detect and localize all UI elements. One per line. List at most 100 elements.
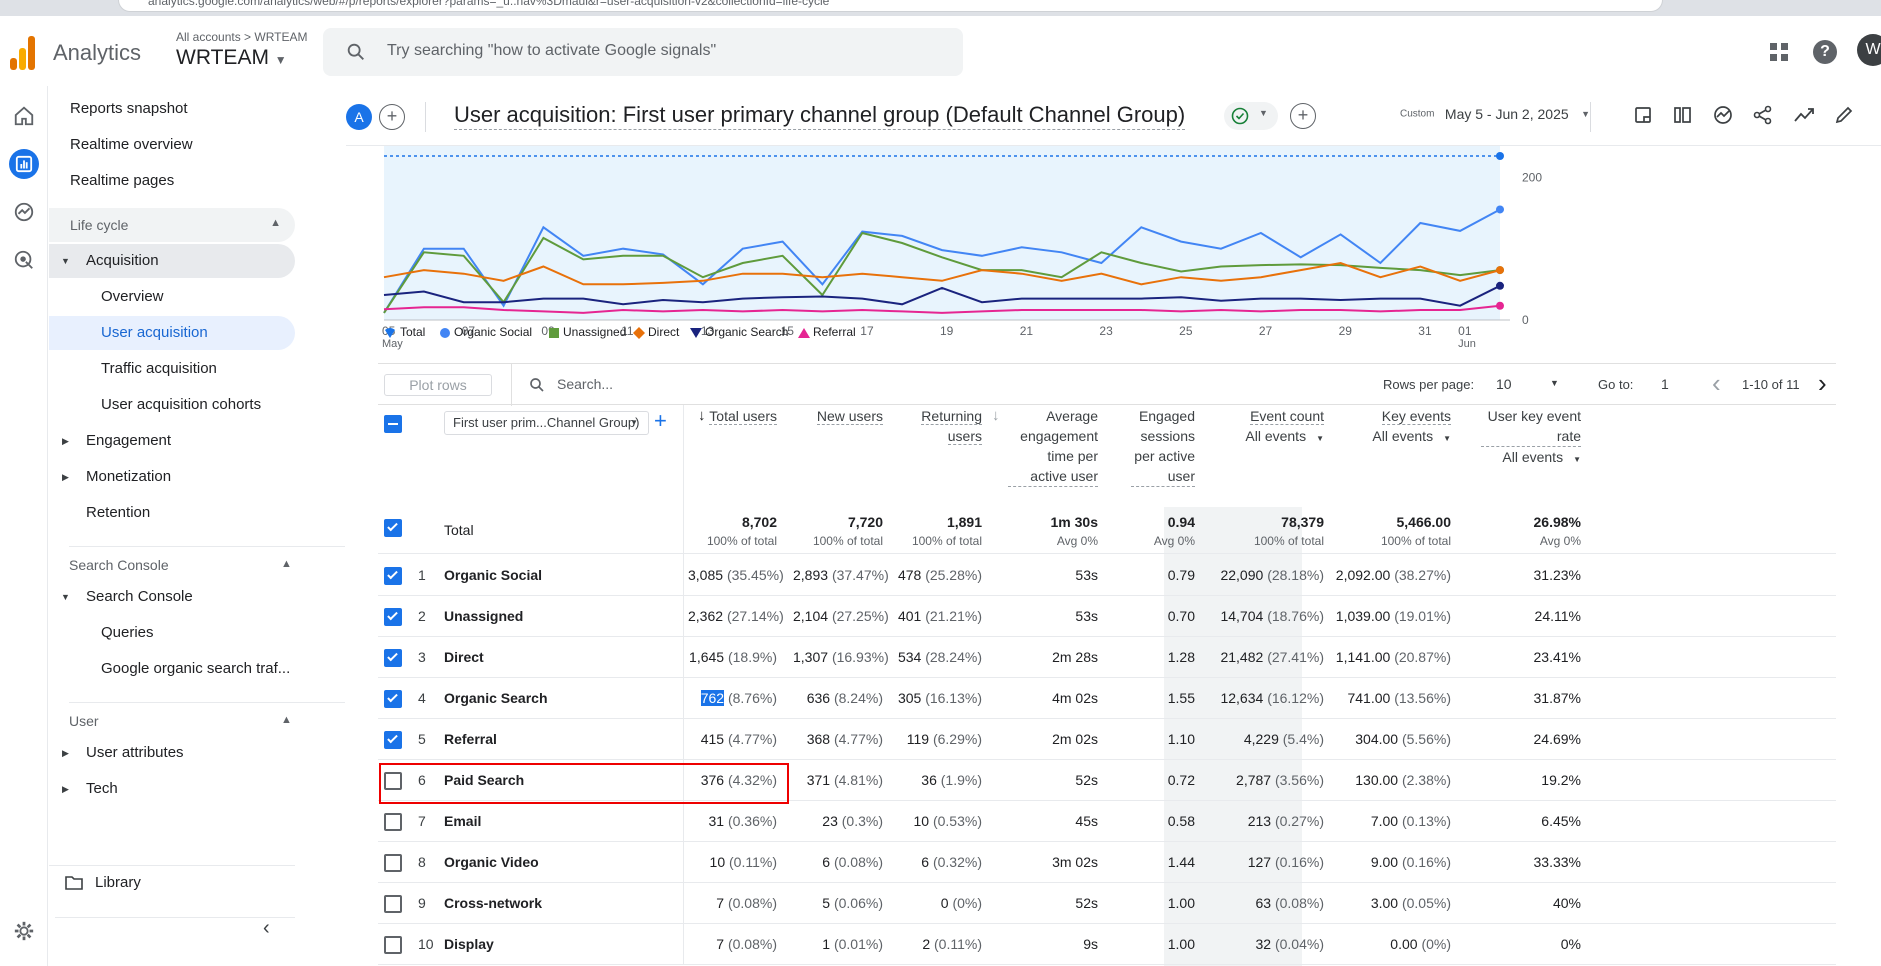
comparison-badge[interactable]: A xyxy=(346,104,372,130)
report-title[interactable]: User acquisition: First user primary cha… xyxy=(454,101,1186,130)
row-checkbox[interactable] xyxy=(384,690,402,708)
nav-user-acquisition-cohorts[interactable]: User acquisition cohorts xyxy=(101,396,262,413)
column-engaged-sessions[interactable]: Engaged sessions per active user xyxy=(1113,406,1195,487)
series-line-referral[interactable] xyxy=(383,304,1501,314)
table-row[interactable]: 1 Organic Social 3,085 (35.45%) 2,893 (37.4… xyxy=(378,555,1836,596)
insights-icon[interactable] xyxy=(1713,105,1733,130)
settings-gear-icon[interactable] xyxy=(9,916,39,946)
nav-acquisition[interactable]: ▼ Acquisition xyxy=(49,244,295,278)
column-total-users[interactable]: ↓ Total users xyxy=(698,407,777,425)
column-key-events[interactable]: Key events All events ▼ xyxy=(1372,408,1451,444)
column-event-count[interactable]: Event count All events ▼ xyxy=(1245,408,1324,444)
row-channel-name[interactable]: Organic Search xyxy=(444,690,548,706)
key-events-filter[interactable]: All events xyxy=(1372,428,1434,444)
row-checkbox[interactable] xyxy=(384,649,402,667)
nav-user-acquisition[interactable]: User acquisition xyxy=(49,316,295,350)
date-range-picker[interactable]: Custom May 5 - Jun 2, 2025 ▼ xyxy=(1400,105,1590,129)
row-channel-name[interactable]: Organic Video xyxy=(444,854,539,870)
nav-reports-snapshot[interactable]: Reports snapshot xyxy=(70,100,188,117)
total-checkbox[interactable] xyxy=(384,519,402,537)
share-icon[interactable] xyxy=(1753,105,1773,130)
nav-realtime-overview[interactable]: Realtime overview xyxy=(70,136,193,153)
row-checkbox[interactable] xyxy=(384,567,402,585)
report-status-check-icon[interactable]: ▼ xyxy=(1224,102,1278,130)
row-checkbox[interactable] xyxy=(384,608,402,626)
nav-monetization[interactable]: ▶ Monetization xyxy=(49,460,295,494)
go-to-input[interactable]: 1 xyxy=(1661,376,1669,392)
user-key-event-rate-filter[interactable]: All events xyxy=(1502,449,1564,465)
plot-rows-button[interactable]: Plot rows xyxy=(384,374,492,396)
nav-google-organic-search-traffic[interactable]: Google organic search traf... xyxy=(101,660,291,677)
edit-comparisons-icon[interactable] xyxy=(1634,106,1652,129)
home-icon[interactable] xyxy=(9,101,39,131)
nav-search-console[interactable]: ▼ Search Console xyxy=(49,580,295,614)
table-row[interactable]: 3 Direct 1,645 (18.9%) 1,307 (16.93%) 534 (2… xyxy=(378,637,1836,678)
advertising-icon[interactable] xyxy=(9,245,39,275)
apps-grid-icon[interactable] xyxy=(1769,42,1789,62)
column-average-engagement-time[interactable]: ↓ Average engagement time per active use… xyxy=(992,406,1098,487)
user-section-header[interactable]: User ▲ xyxy=(69,702,345,736)
table-row[interactable]: 5 Referral 415 (4.77%) 368 (4.77%) 119 (6.29… xyxy=(378,719,1836,760)
dimension-selector[interactable]: First user prim...Channel Group) ▼ xyxy=(444,411,649,435)
previous-page-chevron-left-icon[interactable]: ‹ xyxy=(1712,368,1721,398)
series-line-organic-social[interactable] xyxy=(383,208,1501,314)
nav-library[interactable]: Library xyxy=(49,865,295,899)
column-user-key-event-rate[interactable]: User key event rate All events ▼ xyxy=(1456,406,1581,470)
row-checkbox[interactable] xyxy=(384,772,402,790)
table-row[interactable]: 8 Organic Video 10 (0.11%) 6 (0.08%) 6 (0.32… xyxy=(378,842,1836,883)
row-channel-name[interactable]: Organic Social xyxy=(444,567,543,583)
row-channel-name[interactable]: Email xyxy=(444,813,482,829)
row-channel-name[interactable]: Display xyxy=(444,936,494,952)
series-line-organic-search[interactable] xyxy=(383,284,1501,307)
nav-tech[interactable]: ▶ Tech xyxy=(49,772,295,806)
row-checkbox[interactable] xyxy=(384,813,402,831)
nav-user-attributes[interactable]: ▶ User attributes xyxy=(49,736,295,770)
lifecycle-section-header[interactable]: Life cycle ▲ xyxy=(49,208,295,242)
collapse-nav-chevron-left-icon[interactable]: ‹ xyxy=(263,917,270,939)
add-plus-icon[interactable]: + xyxy=(1290,103,1316,129)
series-line-unassigned[interactable] xyxy=(383,231,1501,314)
reports-icon[interactable] xyxy=(9,149,39,179)
row-checkbox[interactable] xyxy=(384,731,402,749)
nav-engagement[interactable]: ▶ Engagement xyxy=(49,424,295,458)
add-comparison-plus-icon[interactable]: + xyxy=(379,104,405,130)
row-channel-name[interactable]: Direct xyxy=(444,649,484,665)
row-channel-name[interactable]: Unassigned xyxy=(444,608,524,624)
row-checkbox[interactable] xyxy=(384,895,402,913)
property-selector[interactable]: WRTEAM ▼ xyxy=(176,46,287,70)
row-channel-name[interactable]: Referral xyxy=(444,731,497,747)
nav-queries[interactable]: Queries xyxy=(101,624,154,641)
trend-icon[interactable] xyxy=(1793,105,1815,130)
help-icon[interactable]: ? xyxy=(1813,40,1837,64)
url-text[interactable]: analytics.google.com/analytics/web/#/p/r… xyxy=(148,0,830,8)
nav-retention[interactable]: Retention xyxy=(86,504,151,521)
rows-per-page-select[interactable]: 10 ▼ xyxy=(1496,372,1566,398)
table-row[interactable]: 7 Email 31 (0.36%) 23 (0.3%) 10 (0.53%) 45s 0.… xyxy=(378,801,1836,842)
row-channel-name[interactable]: Paid Search xyxy=(444,772,525,788)
account-breadcrumb[interactable]: All accounts > WRTEAM xyxy=(176,30,308,44)
row-channel-name[interactable]: Cross-network xyxy=(444,895,543,911)
next-page-chevron-right-icon[interactable]: › xyxy=(1818,368,1827,398)
row-checkbox[interactable] xyxy=(384,936,402,954)
table-row[interactable]: 6 Paid Search 376 (4.32%) 371 (4.81%) 36 (1.… xyxy=(378,760,1836,801)
add-dimension-plus-icon[interactable]: + xyxy=(654,408,667,433)
explore-icon[interactable] xyxy=(9,197,39,227)
nav-overview[interactable]: Overview xyxy=(101,288,164,305)
nav-traffic-acquisition[interactable]: Traffic acquisition xyxy=(101,360,217,377)
analytics-logo-icon[interactable] xyxy=(10,36,36,70)
compare-columns-icon[interactable] xyxy=(1673,106,1693,129)
table-row[interactable]: 2 Unassigned 2,362 (27.14%) 2,104 (27.25%) 4… xyxy=(378,596,1836,637)
avatar[interactable]: W xyxy=(1857,34,1881,66)
global-search[interactable]: Try searching "how to activate Google si… xyxy=(323,28,963,76)
edit-pencil-icon[interactable] xyxy=(1834,105,1854,130)
table-row[interactable]: 9 Cross-network 7 (0.08%) 5 (0.06%) 0 (0%) 52… xyxy=(378,883,1836,924)
table-row[interactable]: 4 Organic Search 762 (8.76%) 636 (8.24%) 305… xyxy=(378,678,1836,719)
series-line-direct[interactable] xyxy=(383,261,1501,286)
table-search-input[interactable]: Search... xyxy=(557,376,614,392)
event-count-filter[interactable]: All events xyxy=(1245,428,1307,444)
column-returning-users[interactable]: Returning users xyxy=(921,408,982,445)
nav-realtime-pages[interactable]: Realtime pages xyxy=(70,172,175,189)
column-new-users[interactable]: New users xyxy=(816,408,883,425)
table-row[interactable]: 10 Display 7 (0.08%) 1 (0.01%) 2 (0.11%) 9s 1.… xyxy=(378,924,1836,965)
search-console-section-header[interactable]: Search Console ▲ xyxy=(69,546,345,580)
